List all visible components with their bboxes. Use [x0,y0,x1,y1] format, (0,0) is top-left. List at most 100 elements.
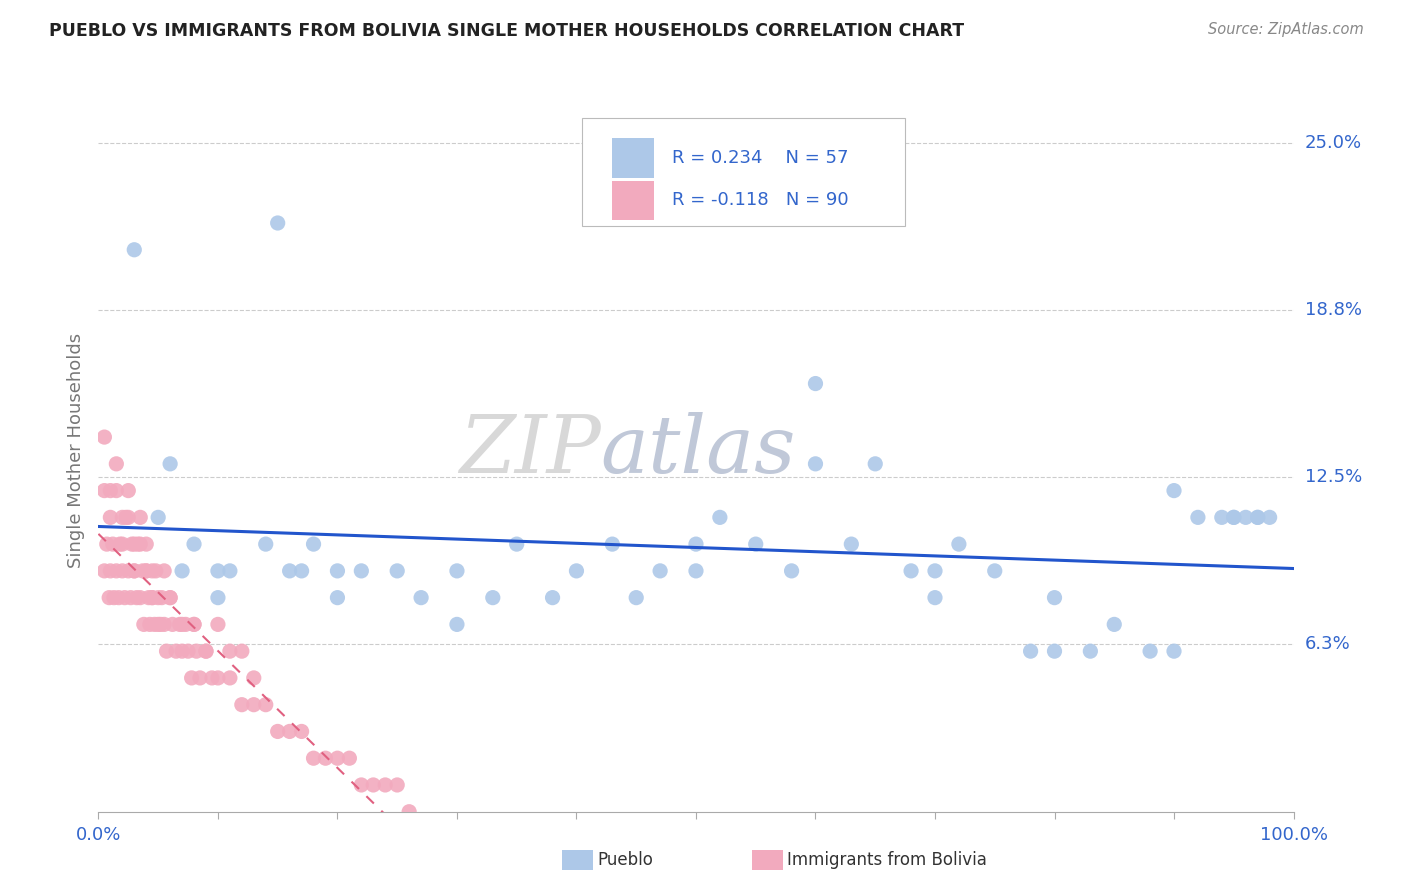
Point [385,564,409,578]
Point [481,591,505,605]
Point [243,698,266,712]
Point [195,644,218,658]
Point [124,564,146,578]
Point [145,564,167,578]
Point [685,537,707,551]
Text: 18.8%: 18.8% [1305,301,1361,319]
Point [141,591,163,605]
Point [267,724,290,739]
Point [183,617,205,632]
Point [541,591,564,605]
Point [565,564,588,578]
Text: atlas: atlas [600,412,796,489]
Point [124,243,146,257]
Point [900,564,922,578]
Point [1211,510,1233,524]
Point [219,564,242,578]
Point [780,564,803,578]
Point [155,644,177,658]
Point [1163,644,1185,658]
Point [141,591,163,605]
Point [231,698,253,712]
Point [1223,510,1246,524]
Point [1223,510,1246,524]
Point [177,644,200,658]
Point [924,591,946,605]
Point [278,564,301,578]
Point [117,510,139,524]
Point [626,591,648,605]
Point [446,617,468,632]
Point [93,483,115,498]
Point [804,376,827,391]
Point [602,537,624,551]
Point [172,564,194,578]
Point [98,483,122,498]
Point [865,457,887,471]
FancyBboxPatch shape [613,180,654,220]
Text: 25.0%: 25.0% [1305,134,1362,152]
Point [153,617,176,632]
Point [96,537,118,551]
Point [174,617,197,632]
Point [183,537,205,551]
Point [143,617,166,632]
Point [153,564,176,578]
Point [129,510,152,524]
Text: PUEBLO VS IMMIGRANTS FROM BOLIVIA SINGLE MOTHER HOUSEHOLDS CORRELATION CHART: PUEBLO VS IMMIGRANTS FROM BOLIVIA SINGLE… [49,22,965,40]
Point [302,537,325,551]
Text: R = 0.234    N = 57: R = 0.234 N = 57 [672,149,849,167]
Point [124,564,146,578]
Point [148,617,170,632]
Point [1187,510,1209,524]
Point [101,537,124,551]
Point [207,617,229,632]
Point [159,591,181,605]
Point [291,564,314,578]
Point [841,537,863,551]
Point [114,591,136,605]
Point [105,564,128,578]
Point [135,537,157,551]
Point [98,591,121,605]
Point [398,805,420,819]
Point [243,671,266,685]
Point [98,564,122,578]
Point [131,564,153,578]
Point [1019,644,1042,658]
Point [207,671,229,685]
Point [374,778,396,792]
Point [148,591,170,605]
Point [1247,510,1270,524]
Text: Pueblo: Pueblo [598,851,654,869]
Point [984,564,1007,578]
Point [117,483,139,498]
Point [326,751,349,765]
Point [148,510,170,524]
Point [121,537,143,551]
Point [135,564,157,578]
Point [125,591,148,605]
Point [219,671,242,685]
Point [326,564,349,578]
Point [165,644,187,658]
FancyBboxPatch shape [582,118,905,227]
Point [162,617,184,632]
Text: R = -0.118   N = 90: R = -0.118 N = 90 [672,192,849,210]
Point [685,564,707,578]
Point [117,564,139,578]
Point [195,644,218,658]
Point [132,617,155,632]
Point [141,564,163,578]
Point [924,564,946,578]
Point [105,457,128,471]
Point [186,644,208,658]
Point [98,510,122,524]
Point [159,591,181,605]
Point [648,564,672,578]
Point [207,591,229,605]
Text: Source: ZipAtlas.com: Source: ZipAtlas.com [1208,22,1364,37]
FancyBboxPatch shape [613,138,654,178]
Point [93,564,115,578]
Point [129,591,152,605]
